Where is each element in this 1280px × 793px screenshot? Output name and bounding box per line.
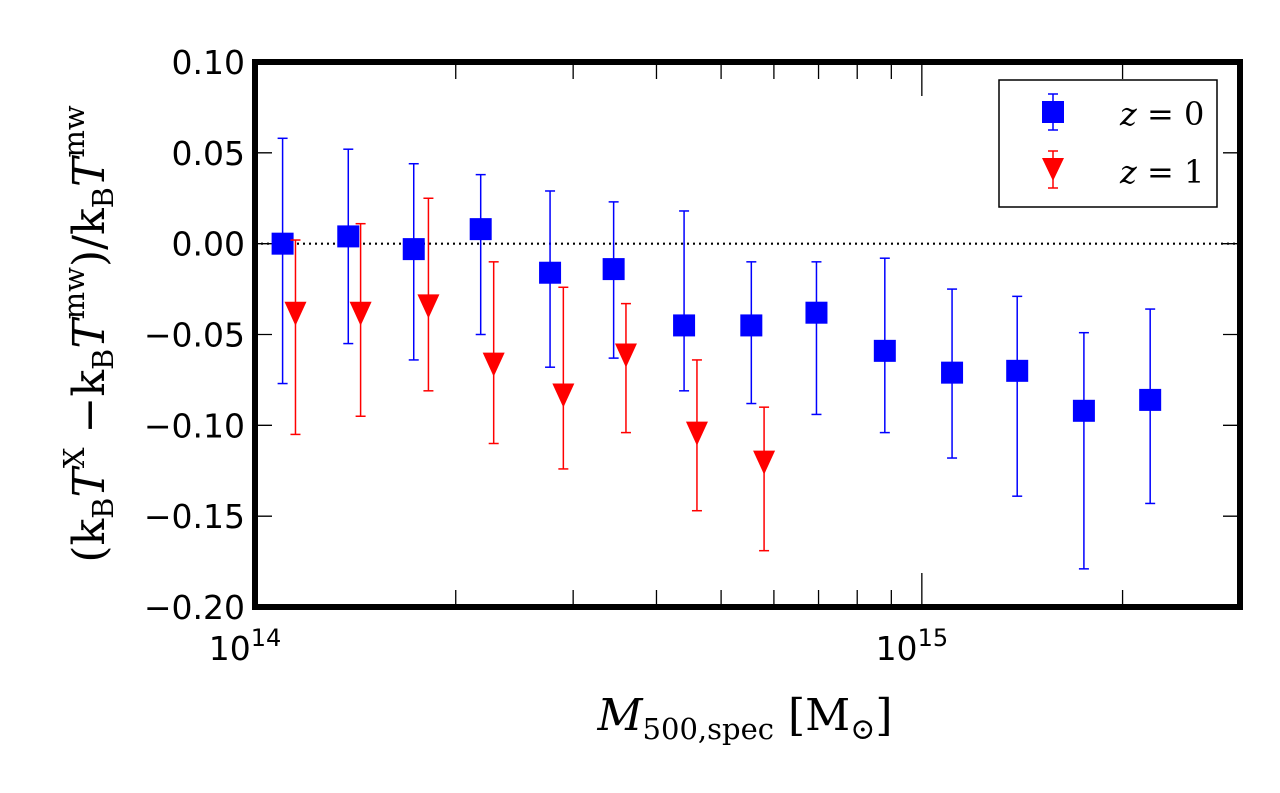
legend-marker-triangle bbox=[1042, 158, 1064, 181]
series-z1 bbox=[284, 197, 776, 552]
legend-marker-square bbox=[1042, 101, 1064, 123]
marker-triangle bbox=[614, 343, 637, 368]
x-tick-label-base: 10 bbox=[876, 629, 918, 668]
legend-label-z1-var: z bbox=[1119, 153, 1138, 191]
x-tick-label-exponent: 14 bbox=[251, 624, 282, 652]
data-point bbox=[941, 288, 964, 459]
marker-triangle bbox=[284, 301, 307, 326]
y-tick-label: −0.05 bbox=[144, 316, 245, 355]
marker-square bbox=[873, 339, 896, 362]
y-title-t2: T bbox=[64, 316, 115, 349]
y-title-t3: T bbox=[64, 154, 115, 187]
data-point bbox=[402, 162, 425, 361]
y-title-b3: B bbox=[86, 187, 120, 208]
x-axis-title-main: M bbox=[596, 690, 643, 741]
y-title-mw1: mw bbox=[57, 267, 91, 319]
data-point bbox=[602, 201, 625, 359]
plot-frame bbox=[252, 59, 1243, 610]
data-point bbox=[673, 210, 696, 392]
marker-triangle bbox=[685, 421, 708, 446]
x-tick-label: 1015 bbox=[876, 624, 949, 668]
marker-square bbox=[402, 238, 425, 261]
y-title-mid: )/k bbox=[64, 208, 115, 267]
series-z0 bbox=[271, 137, 1162, 570]
y-title-open: (k bbox=[64, 518, 115, 562]
marker-square bbox=[539, 261, 562, 284]
data-point bbox=[614, 302, 637, 434]
marker-triangle bbox=[552, 383, 575, 408]
x-axis-title-sub: 500,spec bbox=[643, 712, 774, 746]
x-axis-title-unit-open: [M bbox=[788, 690, 850, 741]
marker-square bbox=[602, 258, 625, 281]
data-point bbox=[552, 286, 575, 470]
x-axis-title-unit-close: ] bbox=[875, 690, 892, 741]
marker-square bbox=[337, 225, 360, 248]
marker-triangle bbox=[482, 352, 505, 377]
marker-triangle bbox=[349, 301, 372, 326]
data-point bbox=[740, 261, 763, 405]
legend-label-z0-var: z bbox=[1119, 95, 1138, 133]
marker-triangle bbox=[417, 294, 440, 319]
x-axis-title-unit-symbol: ⊙ bbox=[850, 712, 875, 747]
data-point bbox=[337, 148, 360, 345]
marker-square bbox=[673, 314, 696, 337]
x-tick-label-exponent: 15 bbox=[918, 624, 949, 652]
y-title-x: X bbox=[57, 447, 91, 468]
y-tick-label: −0.20 bbox=[144, 588, 245, 627]
marker-square bbox=[271, 232, 294, 255]
data-point bbox=[685, 359, 708, 512]
legend: z = 0 z = 1 bbox=[998, 79, 1218, 208]
y-tick-label: 0.10 bbox=[172, 43, 245, 82]
marker-triangle bbox=[753, 450, 776, 475]
marker-square bbox=[1006, 359, 1029, 382]
legend-entry-z0: z = 0 bbox=[1042, 93, 1204, 133]
y-tick-label: −0.10 bbox=[144, 406, 245, 445]
marker-square bbox=[1139, 388, 1162, 411]
marker-square bbox=[941, 361, 964, 384]
legend-label-z1: z = 1 bbox=[1119, 153, 1204, 191]
x-tick-label-base: 10 bbox=[209, 629, 251, 668]
y-tick-label: −0.15 bbox=[144, 497, 245, 536]
x-axis-title: M500,spec [M⊙] bbox=[596, 690, 892, 747]
legend-label-z1-eq: = 1 bbox=[1137, 153, 1205, 191]
y-title-minus: −k bbox=[64, 370, 115, 448]
marker-square bbox=[469, 218, 492, 241]
data-point bbox=[349, 222, 372, 417]
legend-label-z0: z = 0 bbox=[1119, 95, 1204, 133]
y-title-b2: B bbox=[86, 349, 120, 370]
marker-square bbox=[1072, 399, 1095, 422]
data-point bbox=[1072, 331, 1095, 570]
data-point bbox=[753, 406, 776, 552]
y-title-t1: T bbox=[64, 465, 115, 498]
data-point bbox=[284, 239, 307, 436]
data-point bbox=[1139, 308, 1162, 505]
y-axis-title: (kBTX −kBTmw)/kBTmw bbox=[57, 105, 120, 562]
y-tick-label: 0.05 bbox=[172, 134, 245, 173]
y-title-b1: B bbox=[86, 498, 120, 519]
data-point bbox=[805, 261, 828, 416]
y-tick-labels: −0.20 −0.15 −0.10 −0.05 0.00 0.05 0.10 bbox=[144, 43, 245, 627]
marker-square bbox=[740, 314, 763, 337]
legend-box bbox=[998, 79, 1218, 208]
x-tick-labels: 1014 1015 bbox=[209, 624, 948, 668]
data-point bbox=[482, 261, 505, 445]
data-point bbox=[873, 257, 896, 434]
legend-entry-z1: z = 1 bbox=[1042, 150, 1204, 191]
data-point bbox=[271, 137, 294, 385]
data-point bbox=[1006, 295, 1029, 497]
data-point bbox=[417, 197, 440, 392]
data-point bbox=[469, 173, 492, 336]
data-series bbox=[271, 137, 1162, 570]
legend-label-z0-eq: = 0 bbox=[1137, 95, 1205, 133]
marker-square bbox=[805, 301, 828, 324]
y-tick-label: 0.00 bbox=[172, 225, 245, 264]
y-title-mw2: mw bbox=[57, 105, 91, 157]
data-point bbox=[539, 190, 562, 368]
x-tick-label: 1014 bbox=[209, 624, 282, 668]
